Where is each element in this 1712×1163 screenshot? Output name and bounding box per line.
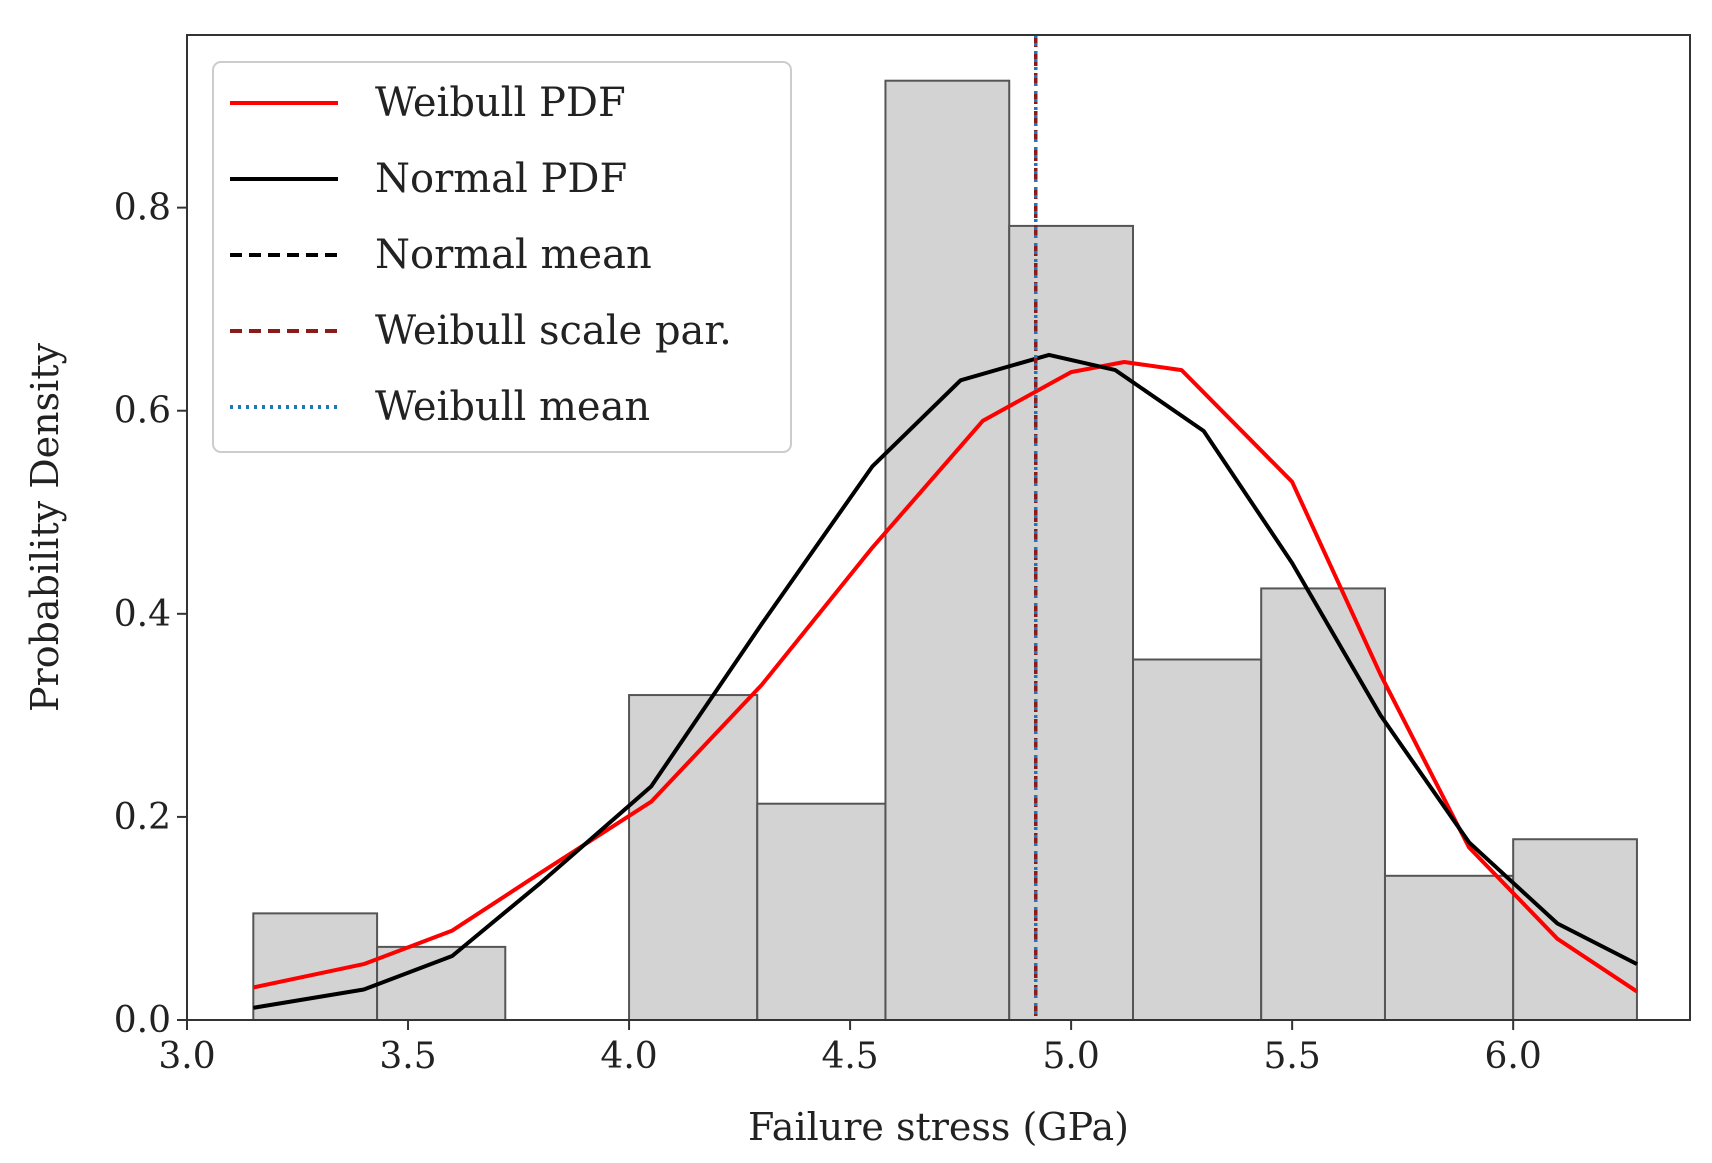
- legend-label: Weibull PDF: [375, 80, 626, 126]
- legend-box: [212, 61, 792, 453]
- x-tick-label: 6.0: [1485, 1036, 1542, 1077]
- x-tick-label: 4.0: [600, 1036, 657, 1077]
- x-tick-label: 3.0: [158, 1036, 215, 1077]
- histogram-bar: [1512, 838, 1638, 1022]
- y-tick-label: 0.0: [114, 1000, 171, 1041]
- legend-label: Weibull mean: [375, 384, 650, 430]
- normal-pdf-curve: [252, 352, 1638, 1010]
- y-tick-label: 0.6: [114, 391, 171, 432]
- x-tick-label: 4.5: [821, 1036, 878, 1077]
- y-tick-label: 0.8: [114, 188, 171, 229]
- y-axis-title: Probability Density: [23, 342, 67, 712]
- x-axis-title: Failure stress (GPa): [748, 1105, 1129, 1149]
- histogram-bar: [1008, 224, 1135, 1021]
- x-axis: 3.0 3.5 4.0 4.5 5.0 5.5 6.0: [158, 1020, 1542, 1077]
- histogram-bar: [884, 79, 1011, 1022]
- x-tick-label: 5.0: [1042, 1036, 1099, 1077]
- x-tick-label: 3.5: [379, 1036, 436, 1077]
- legend-label: Weibull scale par.: [375, 308, 732, 354]
- y-tick-label: 0.2: [114, 797, 171, 838]
- histogram-bar: [1383, 874, 1515, 1022]
- histogram-bar: [376, 945, 507, 1021]
- histogram-bar: [1260, 587, 1386, 1022]
- pdf-curves: [252, 352, 1639, 1010]
- legend: Weibull PDF Normal PDF Normal mean Weibull …: [212, 61, 792, 453]
- x-tick-label: 5.5: [1264, 1036, 1321, 1077]
- y-axis: 0.0 0.2 0.4 0.6 0.8: [114, 188, 187, 1041]
- legend-label: Normal mean: [375, 232, 652, 278]
- histogram-bar: [1132, 658, 1263, 1021]
- histogram-bar: [756, 802, 887, 1021]
- y-tick-label: 0.4: [114, 594, 171, 635]
- weibull-pdf-curve: [252, 360, 1639, 994]
- histogram-bar: [628, 694, 759, 1022]
- legend-label: Normal PDF: [375, 156, 627, 202]
- plot-frame: [186, 34, 1691, 1021]
